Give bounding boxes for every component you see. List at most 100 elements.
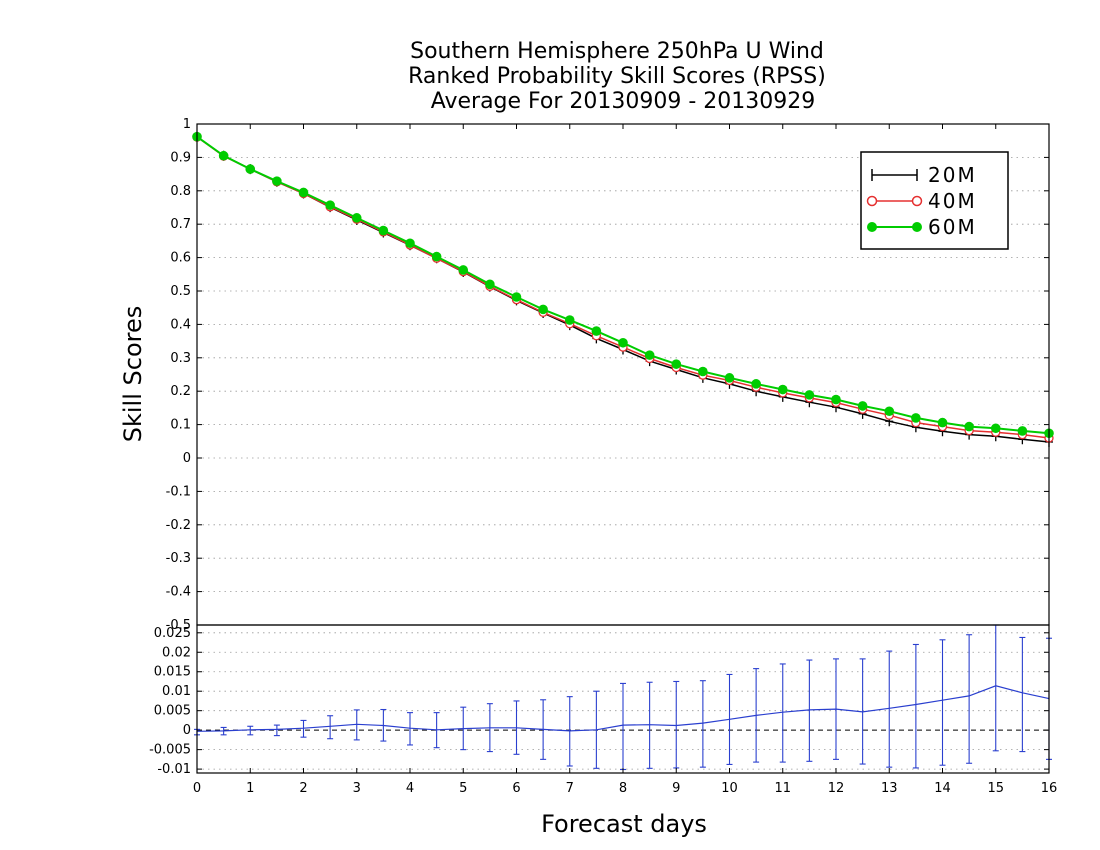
point-60m — [964, 421, 974, 432]
legend-item-60m: 60M — [867, 215, 975, 239]
point-60m — [218, 150, 229, 161]
error-bar — [966, 634, 973, 764]
top-y-tick-label: 0 — [183, 451, 191, 466]
point-60m — [777, 384, 788, 395]
bottom-y-tick-label: 0.015 — [154, 665, 191, 680]
bottom-y-tick-label: 0.02 — [162, 645, 191, 660]
x-tick-label: 8 — [619, 781, 627, 796]
x-tick-label: 14 — [934, 781, 951, 796]
point-60m — [458, 265, 469, 275]
point-60m — [245, 164, 256, 174]
error-bar — [806, 659, 813, 762]
error-bar — [1019, 636, 1026, 753]
top-y-tick-label: 0.4 — [170, 317, 191, 332]
x-tick-label: 10 — [721, 781, 738, 796]
top-y-tick-label: -0.5 — [166, 618, 191, 633]
top-y-tick-label: -0.4 — [166, 585, 191, 600]
point-60m — [511, 292, 522, 302]
x-tick-label: 4 — [406, 781, 414, 796]
error-bar — [327, 715, 334, 740]
point-60m — [751, 379, 761, 389]
bottom-y-tick-label: 0 — [183, 723, 191, 738]
point-60m — [298, 187, 309, 198]
legend: 20M 40M 60M — [860, 151, 1009, 250]
x-tick-label: 16 — [1041, 781, 1058, 796]
error-bar — [886, 650, 893, 768]
x-tick-label: 3 — [353, 781, 361, 796]
x-axis-label: Forecast days — [541, 810, 707, 838]
x-tick-label: 15 — [987, 781, 1004, 796]
top-y-tick-label: 0.1 — [170, 418, 191, 433]
x-tick-label: 11 — [774, 781, 791, 796]
error-bar — [912, 643, 919, 769]
difference-line — [196, 685, 1050, 732]
top-y-tick-label: -0.2 — [166, 518, 191, 533]
top-y-tick-label: 0.9 — [170, 150, 191, 165]
point-60m — [591, 326, 602, 336]
point-60m — [378, 225, 389, 236]
x-tick-label: 7 — [566, 781, 574, 796]
point-60m — [698, 366, 708, 377]
bottom-y-tick-label: 0.025 — [154, 626, 191, 641]
point-60m — [831, 394, 841, 405]
error-bar — [779, 663, 786, 763]
bottom-y-ticks: 0.025 0.02 0.015 0.01 0.005 0 -0.005 -0.01 — [149, 626, 1049, 777]
chart-title: Southern Hemisphere 250hPa U Wind Ranked… — [408, 39, 826, 114]
point-60m — [884, 406, 895, 417]
y-axis-label: Skill Scores — [119, 306, 147, 443]
point-60m — [671, 359, 682, 369]
point-60m — [618, 337, 628, 348]
error-bar — [699, 680, 706, 768]
title-line-1: Southern Hemisphere 250hPa U Wind — [410, 39, 824, 64]
x-tick-label: 12 — [828, 781, 845, 796]
point-60m — [485, 279, 495, 290]
x-tick-label: 6 — [512, 781, 520, 796]
bottom-y-tick-label: 0.01 — [162, 684, 191, 699]
x-tick-label: 5 — [459, 781, 467, 796]
bottom-y-tick-label: -0.01 — [157, 762, 191, 777]
top-y-tick-label: 0.3 — [170, 351, 191, 366]
title-line-2: Ranked Probability Skill Scores (RPSS) — [408, 64, 826, 89]
bottom-series — [194, 624, 1052, 771]
x-tick-label: 1 — [246, 781, 254, 796]
point-60m — [564, 315, 575, 325]
point-60m — [538, 304, 548, 315]
legend-label-40m: 40M — [928, 189, 977, 213]
error-bar — [673, 680, 680, 769]
series-60m — [192, 131, 1054, 439]
top-y-tick-label: 0.2 — [170, 384, 191, 399]
x-tick-label: 13 — [881, 781, 898, 796]
point-60m — [1017, 426, 1028, 436]
x-tick-label: 2 — [299, 781, 307, 796]
point-60m — [990, 423, 1001, 434]
legend-label-20m: 20M — [928, 163, 977, 187]
x-tick-label: 9 — [672, 781, 680, 796]
legend-item-20m: 20M — [871, 163, 977, 187]
top-series-lines — [192, 131, 1054, 447]
point-60m — [804, 390, 815, 400]
top-y-tick-label: 0.5 — [170, 284, 191, 299]
title-line-3: Average For 20130909 - 20130929 — [431, 89, 816, 114]
top-y-tick-label: -0.1 — [166, 484, 191, 499]
point-60m — [431, 251, 442, 262]
error-bar — [273, 724, 280, 737]
point-60m — [857, 401, 868, 411]
error-bar — [247, 725, 254, 736]
point-60m — [351, 213, 362, 223]
skill-scores-panel: 1 0.9 0.8 0.7 0.6 0.5 0.4 0.3 0.2 0.1 0 -0.1 -0.2 -0.… — [119, 117, 1054, 633]
point-60m — [937, 417, 948, 428]
bottom-y-tick-label: -0.005 — [149, 743, 191, 758]
bottom-y-tick-label: 0.005 — [154, 704, 191, 719]
top-y-ticks: 1 0.9 0.8 0.7 0.6 0.5 0.4 0.3 0.2 0.1 0 -0.1 -0.2 -0.… — [166, 117, 1049, 633]
point-60m — [405, 238, 415, 249]
point-60m — [272, 176, 282, 186]
point-60m — [644, 350, 655, 360]
top-y-tick-label: -0.3 — [166, 551, 191, 566]
error-bar — [939, 639, 946, 766]
top-y-tick-label: 0.8 — [170, 184, 191, 199]
top-y-tick-label: 1 — [183, 117, 191, 132]
x-axis-ticks: 0 1 2 3 4 5 6 7 8 9 10 11 12 13 14 15 16 — [193, 124, 1057, 796]
x-tick-label: 0 — [193, 781, 201, 796]
point-60m — [325, 200, 335, 210]
